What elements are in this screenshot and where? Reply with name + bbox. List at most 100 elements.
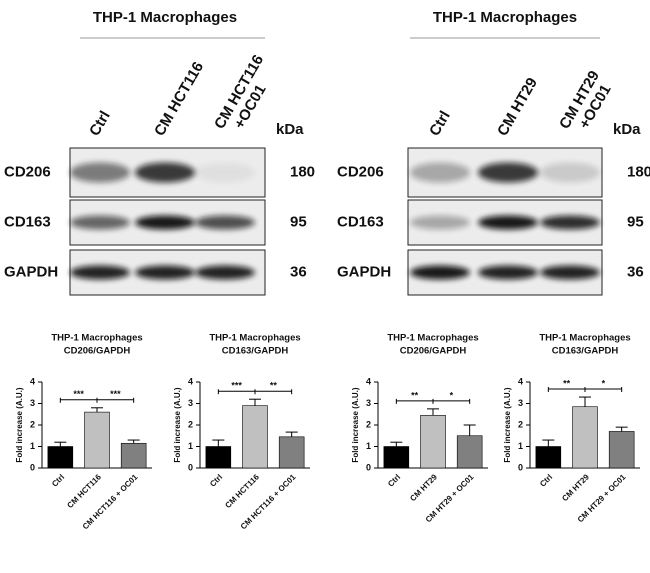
blot-band [540, 162, 600, 183]
blot-band [135, 162, 195, 183]
y-tick-label: 3 [518, 398, 523, 408]
y-tick-label: 4 [366, 376, 371, 386]
lane-label-line: CM HT29 [494, 75, 541, 139]
lane-label: CM HCT116+OC01 [211, 52, 269, 132]
x-label-group: CM HT29 [408, 472, 439, 503]
lane-label: Ctrl [426, 108, 454, 139]
blot-band [70, 265, 130, 280]
blot-band [195, 162, 255, 183]
blot-band [70, 162, 130, 183]
lane-label: CM HCT116 [151, 59, 207, 139]
y-tick-label: 3 [188, 398, 193, 408]
lane-label: CM HT29+OC01 [556, 68, 614, 132]
y-tick-label: 0 [30, 462, 35, 472]
kda-label: kDa [276, 121, 304, 138]
bar [383, 446, 410, 469]
blot-band [478, 162, 538, 183]
y-axis-label: Fold increase (A.U.) [173, 387, 182, 462]
row-label: CD163 [4, 213, 51, 230]
blot-band [135, 265, 195, 280]
significance-label: *** [73, 389, 84, 399]
chart-subtitle: CD206/GAPDH [400, 346, 467, 357]
y-tick-label: 3 [366, 398, 371, 408]
row-label: CD206 [4, 163, 51, 180]
kda-value: 180 [290, 163, 315, 180]
bar [535, 446, 562, 469]
y-tick-label: 2 [366, 419, 371, 429]
lane-label: CM HT29 [494, 75, 541, 139]
row-label: CD206 [337, 163, 384, 180]
x-tick-label: Ctrl [386, 473, 402, 489]
chart-title: THP-1 Macrophages [209, 333, 300, 344]
blot-band [478, 265, 538, 280]
kda-value: 180 [627, 163, 650, 180]
x-label-group: Ctrl [208, 473, 224, 489]
blot-band [410, 265, 470, 280]
y-tick-label: 1 [518, 441, 523, 451]
x-tick-label: Ctrl [50, 473, 66, 489]
y-label-group: Fold increase (A.U.) [351, 387, 360, 462]
x-label-group: CM HCT116 [223, 472, 261, 510]
x-tick-label: Ctrl [208, 473, 224, 489]
x-label-group: CM HCT116 [65, 472, 103, 510]
y-tick-label: 1 [366, 441, 371, 451]
x-label-group: CM HT29 [560, 472, 591, 503]
row-label: CD163 [337, 213, 384, 230]
x-label-group: Ctrl [538, 473, 554, 489]
x-tick-label: CM HCT116 [223, 472, 261, 510]
blot-title: THP-1 Macrophages [433, 9, 577, 26]
chart-title: THP-1 Macrophages [51, 333, 142, 344]
x-tick-label: CM HCT116 [65, 472, 103, 510]
y-tick-label: 4 [518, 376, 523, 386]
chart-title: THP-1 Macrophages [387, 333, 478, 344]
bar [608, 431, 635, 469]
y-label-group: Fold increase (A.U.) [173, 387, 182, 462]
bar [420, 415, 446, 469]
lane-label-line: Ctrl [426, 108, 454, 139]
blot-band [70, 215, 130, 230]
chart-subtitle: CD163/GAPDH [222, 346, 289, 357]
x-label-group: Ctrl [50, 473, 66, 489]
y-tick-label: 1 [188, 441, 193, 451]
blot-band [195, 265, 255, 280]
row-label: GAPDH [337, 263, 391, 280]
bar [572, 406, 598, 469]
kda-value: 95 [627, 213, 644, 230]
bar [456, 435, 483, 469]
blot-band [410, 215, 470, 230]
blot-band [195, 215, 255, 230]
significance-label: * [450, 390, 454, 400]
y-tick-label: 2 [188, 419, 193, 429]
significance-label: ** [563, 378, 571, 388]
significance-label: *** [110, 389, 121, 399]
blot-title: THP-1 Macrophages [93, 9, 237, 26]
blot-band [135, 215, 195, 230]
y-label-group: Fold increase (A.U.) [15, 387, 24, 462]
chart-title: THP-1 Macrophages [539, 333, 630, 344]
blot-band [540, 265, 600, 280]
y-tick-label: 1 [30, 441, 35, 451]
chart-subtitle: CD206/GAPDH [64, 346, 131, 357]
x-tick-label: CM HT29 [560, 472, 591, 503]
chart-subtitle: CD163/GAPDH [552, 346, 619, 357]
y-label-group: Fold increase (A.U.) [503, 387, 512, 462]
bar [47, 446, 74, 469]
y-tick-label: 2 [518, 419, 523, 429]
significance-label: ** [411, 390, 419, 400]
y-tick-label: 4 [30, 376, 35, 386]
y-axis-label: Fold increase (A.U.) [503, 387, 512, 462]
kda-value: 95 [290, 213, 307, 230]
y-axis-label: Fold increase (A.U.) [351, 387, 360, 462]
blot-band [478, 215, 538, 230]
bar [205, 446, 232, 469]
x-tick-label: Ctrl [538, 473, 554, 489]
blot-band [410, 162, 470, 183]
x-tick-label: CM HT29 [408, 472, 439, 503]
bar [278, 436, 305, 469]
y-tick-label: 2 [30, 419, 35, 429]
significance-label: * [602, 378, 606, 388]
blot-band [540, 215, 600, 230]
bar [84, 411, 110, 469]
y-tick-label: 4 [188, 376, 193, 386]
